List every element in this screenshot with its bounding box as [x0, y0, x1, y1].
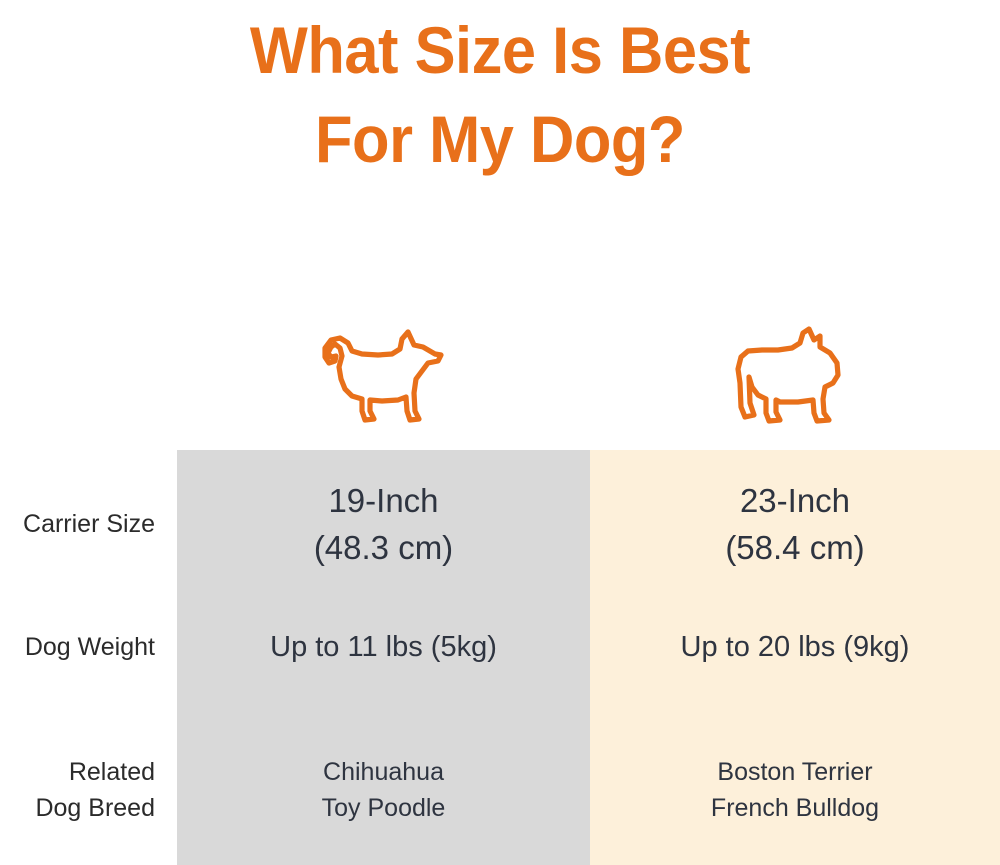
- column-a-icon-cell: [177, 310, 590, 440]
- cell-dog-weight-column-a: Up to 11 lbs (5kg): [270, 631, 497, 664]
- table-row: Related Dog Breed Chihuahua Toy Poodle B…: [0, 745, 1000, 835]
- cell-dog-weight-column-b: Up to 20 lbs (9kg): [680, 631, 910, 664]
- french-bulldog-icon: [732, 321, 858, 429]
- page-title: What Size Is Best For My Dog?: [0, 0, 1000, 184]
- row-label-related-dog-breed: Related Dog Breed: [35, 757, 155, 822]
- cell-carrier-size-column-b: 23-Inch (58.4 cm): [725, 481, 865, 566]
- column-b-background: [590, 450, 1000, 865]
- column-a-background: [177, 450, 590, 865]
- cell-carrier-size-column-a: 19-Inch (48.3 cm): [313, 481, 454, 566]
- row-label-carrier-size: Carrier Size: [23, 510, 155, 539]
- chihuahua-dog-icon: [321, 323, 446, 427]
- comparison-table: Carrier Size 19-Inch (48.3 cm) 23-Inch (…: [0, 450, 1000, 865]
- table-row: Carrier Size 19-Inch (48.3 cm) 23-Inch (…: [0, 472, 1000, 577]
- column-b-icon-cell: [590, 310, 1000, 440]
- page-title-line-2: For My Dog?: [315, 102, 685, 177]
- page-title-line-1: What Size Is Best: [249, 13, 751, 87]
- row-label-dog-weight: Dog Weight: [24, 633, 155, 662]
- cell-related-breed-column-b: Boston Terrier French Bulldog: [710, 757, 880, 822]
- cell-related-breed-column-a: Chihuahua Toy Poodle: [321, 757, 446, 822]
- table-row: Dog Weight Up to 11 lbs (5kg) Up to 20 l…: [0, 620, 1000, 675]
- dog-icon-row: [0, 310, 1000, 440]
